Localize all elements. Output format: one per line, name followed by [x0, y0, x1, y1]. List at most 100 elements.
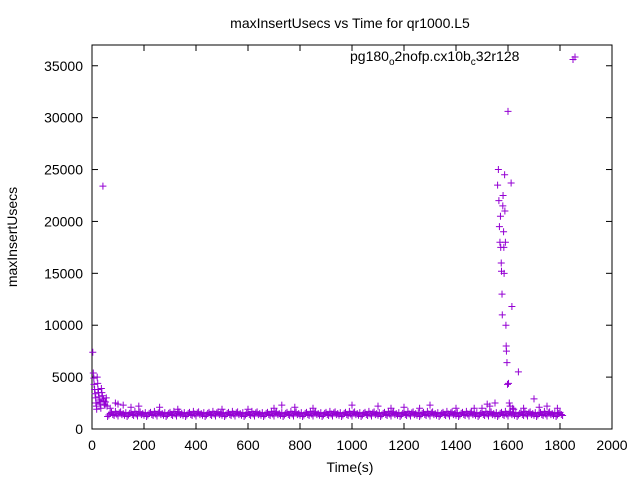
data-point — [97, 404, 105, 412]
y-tick-label: 10000 — [44, 317, 83, 333]
data-point — [135, 402, 143, 410]
y-axis-label: maxInsertUsecs — [4, 187, 20, 287]
x-tick-label: 800 — [288, 437, 312, 453]
data-point — [426, 401, 434, 409]
data-point — [102, 394, 110, 402]
data-point — [501, 238, 509, 246]
plot-area — [91, 44, 613, 430]
data-point — [501, 207, 509, 215]
data-points — [89, 56, 577, 421]
data-point — [485, 412, 492, 420]
data-point — [446, 412, 453, 420]
data-point — [503, 359, 511, 367]
data-point — [495, 197, 503, 205]
data-point — [244, 405, 252, 413]
data-point — [498, 290, 506, 298]
data-point — [499, 202, 507, 210]
data-point — [524, 412, 531, 420]
x-tick-label: 2000 — [596, 437, 627, 453]
data-point — [92, 399, 100, 407]
data-point — [192, 412, 200, 420]
data-point — [374, 402, 382, 410]
data-point — [94, 379, 102, 387]
y-tick-label: 15000 — [44, 265, 83, 281]
data-point — [496, 212, 504, 220]
data-point — [465, 412, 473, 420]
y-tick-label: 20000 — [44, 213, 83, 229]
data-point — [231, 412, 239, 420]
data-point — [486, 402, 494, 410]
data-point — [114, 400, 122, 408]
plot-border — [91, 44, 613, 430]
data-point — [93, 373, 101, 381]
data-point — [290, 412, 297, 420]
data-point — [498, 311, 506, 319]
data-point — [502, 321, 510, 329]
data-point — [348, 412, 356, 420]
y-axis: 0 5000 10000 15000 20000 25000 30000 35000 — [44, 58, 612, 437]
data-point — [98, 392, 106, 400]
x-tick-label: 600 — [236, 437, 260, 453]
y-tick-label: 35000 — [44, 58, 83, 74]
data-point — [530, 395, 538, 403]
data-point — [348, 401, 356, 409]
data-point — [90, 380, 98, 388]
data-point — [212, 412, 219, 420]
data-point — [501, 171, 509, 179]
data-point — [218, 405, 226, 413]
data-point — [500, 243, 508, 251]
data-point — [93, 405, 101, 413]
data-point — [387, 404, 395, 412]
data-point — [106, 404, 114, 412]
data-point — [499, 191, 507, 199]
data-point — [494, 166, 502, 174]
x-tick-label: 1000 — [336, 437, 367, 453]
data-point — [134, 412, 141, 420]
data-point — [559, 412, 567, 420]
data-point — [270, 412, 278, 420]
data-point — [497, 259, 505, 267]
data-point — [174, 405, 182, 413]
data-point — [507, 179, 515, 187]
data-point — [407, 412, 414, 420]
x-tick-label: 1600 — [492, 437, 523, 453]
data-point — [509, 404, 517, 412]
data-point — [426, 412, 434, 420]
data-point — [127, 403, 135, 411]
y-tick-label: 30000 — [44, 110, 83, 126]
data-point — [500, 269, 508, 277]
data-point — [494, 181, 502, 189]
data-point — [470, 404, 478, 412]
x-axis: 0 200 400 600 800 1000 1200 1400 1600 1800 2000 — [88, 45, 628, 453]
data-point — [505, 399, 513, 407]
data-point — [514, 368, 522, 376]
x-axis-label: Time(s) — [327, 459, 374, 475]
data-point — [89, 348, 97, 356]
x-tick-label: 0 — [88, 437, 96, 453]
y-tick-label: 5000 — [52, 369, 83, 385]
y-tick-label: 25000 — [44, 162, 83, 178]
data-point — [553, 404, 561, 412]
data-point — [416, 404, 424, 412]
data-point — [90, 374, 98, 382]
data-point — [508, 303, 516, 311]
data-point — [400, 403, 408, 411]
data-point — [309, 404, 317, 412]
data-point — [156, 403, 164, 411]
legend-marker — [571, 53, 579, 61]
data-point — [89, 369, 97, 377]
data-point — [368, 412, 375, 420]
data-point — [543, 412, 551, 420]
x-tick-label: 1200 — [388, 437, 419, 453]
data-point — [173, 412, 180, 420]
x-tick-label: 200 — [132, 437, 156, 453]
chart-title: maxInsertUsecs vs Time for qr1000.L5 — [230, 15, 470, 31]
y-tick-label: 0 — [75, 421, 83, 437]
data-point — [495, 223, 503, 231]
x-tick-label: 400 — [184, 437, 208, 453]
data-point — [478, 404, 486, 412]
data-point — [504, 107, 512, 115]
data-point — [503, 380, 511, 388]
data-point — [114, 412, 122, 420]
